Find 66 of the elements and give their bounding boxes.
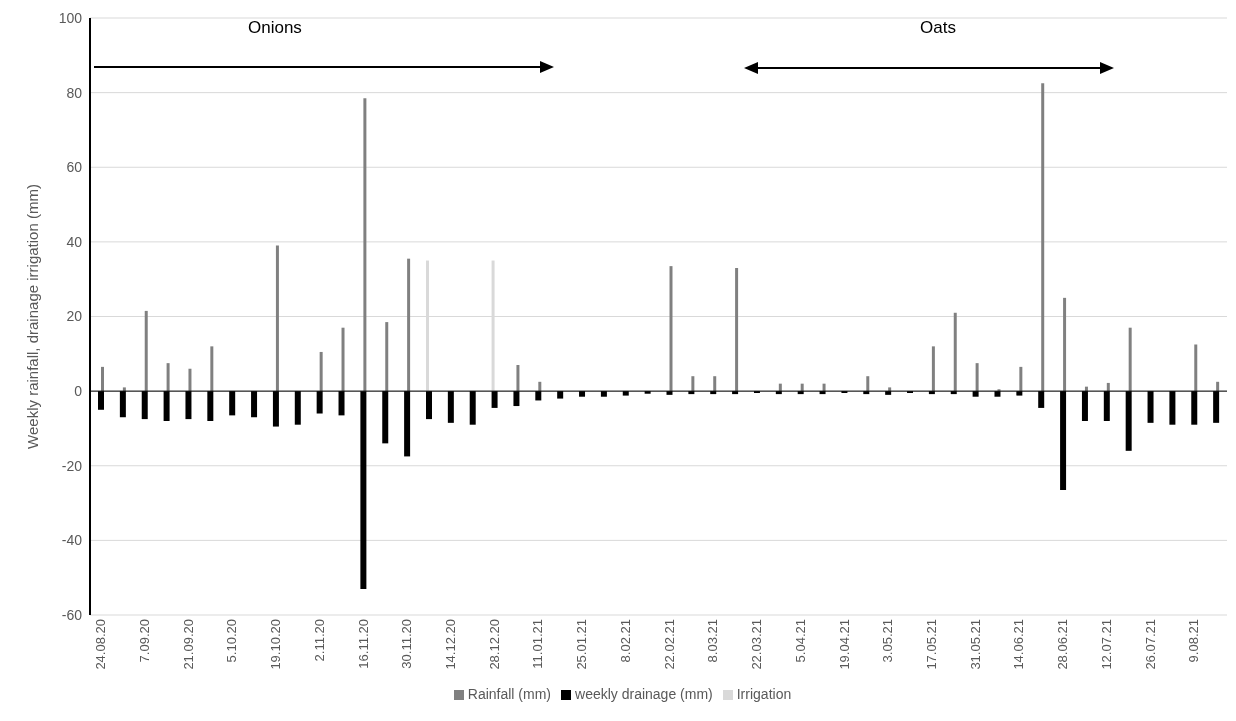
y-axis-title: Weekly rainfall, drainage irrigation (mm)	[24, 184, 42, 449]
x-tick-label: 19.04.21	[836, 619, 852, 670]
bar	[275, 245, 279, 392]
bar	[713, 376, 717, 392]
x-tick-label: 26.07.21	[1142, 619, 1158, 670]
x-tick-label: 21.09.20	[180, 619, 196, 670]
x-tick-label: 5.10.20	[224, 619, 240, 663]
legend-label: Rainfall (mm)	[467, 686, 552, 702]
x-tick-label: 9.08.21	[1186, 619, 1202, 663]
x-tick-label: 25.01.21	[574, 619, 590, 670]
bar	[735, 267, 739, 392]
bar	[407, 258, 411, 392]
bar	[1019, 366, 1023, 392]
bar	[691, 376, 695, 392]
y-tick-label: -40	[61, 532, 83, 549]
bar	[166, 363, 170, 392]
y-tick-label: 40	[66, 233, 83, 250]
bar	[144, 310, 148, 392]
bar	[953, 312, 957, 392]
bar	[516, 365, 520, 392]
x-tick-label: 28.06.21	[1055, 619, 1071, 670]
legend-label: Irrigation	[736, 686, 792, 702]
bar	[319, 351, 323, 392]
bar	[866, 376, 870, 392]
x-tick-label: 19.10.20	[268, 619, 284, 670]
y-tick-label: 100	[58, 9, 83, 26]
x-tick-label: 24.08.20	[93, 619, 109, 670]
x-tick-label: 12.07.21	[1098, 619, 1114, 670]
x-tick-label: 8.02.21	[617, 619, 633, 663]
x-tick-label: 31.05.21	[967, 619, 983, 670]
y-tick-label: 80	[66, 84, 83, 101]
x-tick-label: 8.03.21	[705, 619, 721, 663]
bar	[669, 266, 673, 392]
y-tick-label: -60	[61, 606, 83, 623]
bar	[1041, 83, 1045, 392]
x-tick-label: 7.09.20	[136, 619, 152, 663]
y-tick-label: -20	[61, 457, 83, 474]
y-tick-label: 60	[66, 159, 83, 176]
annotation: Onions	[248, 18, 302, 38]
x-tick-label: 16.11.20	[355, 619, 371, 669]
y-tick-label: 20	[66, 308, 83, 325]
bar	[1194, 344, 1198, 392]
x-tick-label: 22.02.21	[661, 619, 677, 670]
x-tick-label: 3.05.21	[880, 619, 896, 663]
annotation: Oats	[920, 18, 956, 38]
x-tick-label: 11.01.21	[530, 619, 546, 669]
x-tick-label: 22.03.21	[749, 619, 765, 670]
bar	[363, 98, 367, 392]
bar	[210, 346, 214, 392]
bar	[1063, 297, 1067, 392]
bar	[975, 363, 979, 392]
x-tick-label: 14.12.20	[443, 619, 459, 670]
bar	[341, 327, 345, 392]
x-tick-label: 28.12.20	[486, 619, 502, 670]
y-tick-label: 0	[74, 383, 83, 400]
bar	[101, 366, 104, 392]
bar	[1128, 327, 1132, 392]
legend-label: weekly drainage (mm)	[575, 686, 713, 702]
x-tick-label: 30.11.20	[399, 619, 415, 669]
x-tick-label: 14.06.21	[1011, 619, 1027, 670]
x-tick-label: 17.05.21	[924, 619, 940, 670]
bar	[385, 322, 389, 392]
x-tick-label: 5.04.21	[792, 619, 808, 663]
x-tick-label: 2.11.20	[311, 619, 327, 662]
bar	[188, 368, 192, 392]
bar	[931, 346, 935, 392]
